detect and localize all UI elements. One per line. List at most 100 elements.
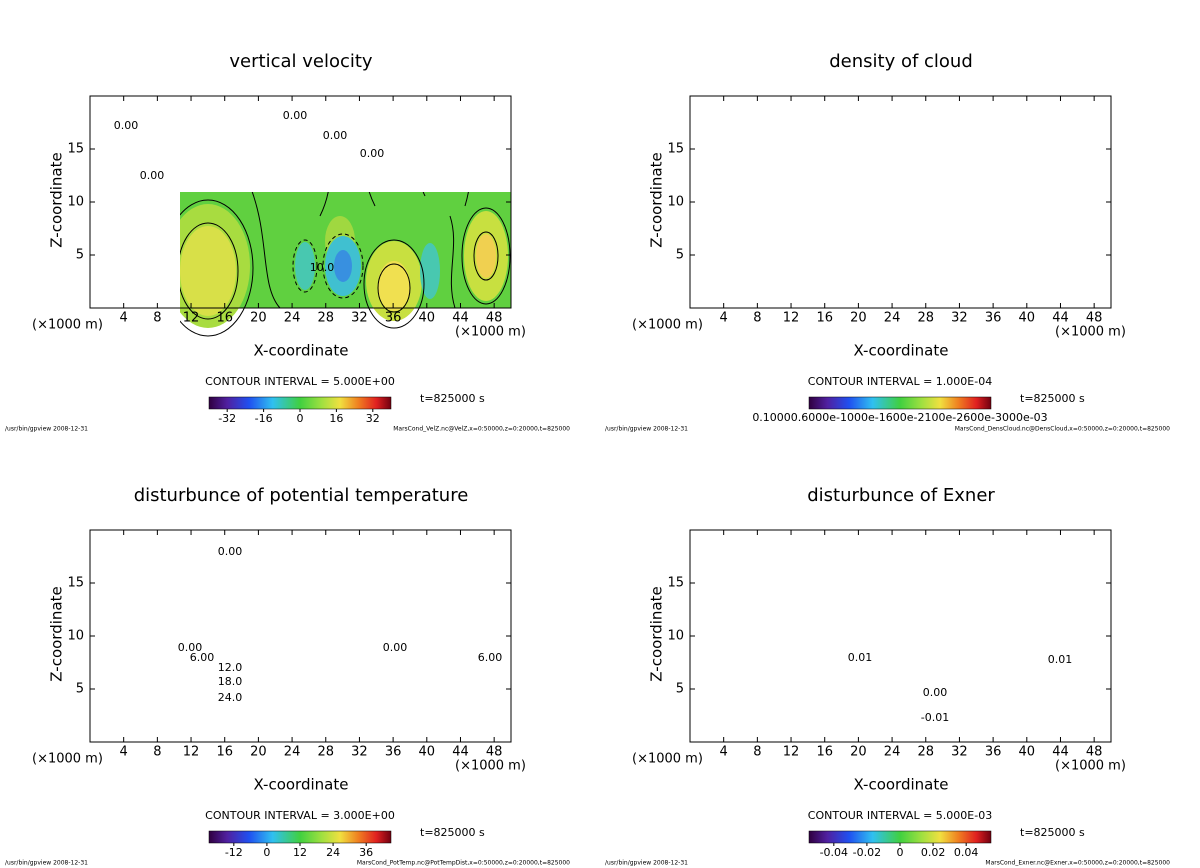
x-tick-label: 44 <box>452 745 469 760</box>
contour-label: 0.01 <box>848 651 873 664</box>
field <box>360 545 480 575</box>
y-axis-title: Z-coordinate <box>648 586 666 681</box>
y-tick-label: 10 <box>67 629 84 644</box>
x-tick-label: 32 <box>351 745 368 760</box>
x-tick-label: 8 <box>153 745 161 760</box>
x-tick-label: 8 <box>153 311 161 326</box>
field <box>870 168 930 188</box>
contour <box>319 192 329 217</box>
chart-title: disturbunce of potential temperature <box>134 485 469 506</box>
x-tick-label: 40 <box>419 745 436 760</box>
y-axis-title: Z-coordinate <box>48 586 66 681</box>
field <box>690 530 1111 742</box>
contour-interval: CONTOUR INTERVAL = 3.000E+00 <box>205 809 395 822</box>
field <box>135 226 163 286</box>
colorbar <box>808 830 992 844</box>
contour-label: 0.00 <box>360 147 385 160</box>
y-tick-label: 15 <box>67 576 84 591</box>
field <box>110 600 270 640</box>
contour <box>230 96 260 176</box>
field <box>334 250 352 282</box>
field-group <box>133 96 511 337</box>
footer-right: MarsCond_Exner.nc@Exner,x=0:50000,z=0:20… <box>985 860 1170 867</box>
contour <box>464 192 469 207</box>
contour-label: 0.00 <box>178 641 203 654</box>
contour <box>90 659 511 663</box>
field <box>476 234 496 278</box>
contour <box>473 231 499 281</box>
colorbar-tick-label: -0.04 <box>820 846 848 859</box>
chart-title: disturbunce of Exner <box>807 485 995 506</box>
x-tick-label: 40 <box>1019 311 1036 326</box>
contour <box>90 644 511 648</box>
y-tick-label: 10 <box>667 195 684 210</box>
field <box>180 226 236 316</box>
contour-label: 6.00 <box>190 651 215 664</box>
contour <box>110 621 131 635</box>
colorbar <box>208 830 392 844</box>
colorbar-tick-label: -12 <box>225 846 243 859</box>
contour <box>180 222 239 320</box>
contour <box>180 199 254 337</box>
contour-label: 10.0 <box>310 261 335 274</box>
contour <box>363 239 425 329</box>
contour <box>110 595 490 603</box>
x-unit: (×1000 m) <box>32 318 103 333</box>
contour-label: -0.01 <box>921 711 949 724</box>
contour-interval: CONTOUR INTERVAL = 5.000E+00 <box>205 375 395 388</box>
contour <box>133 227 165 291</box>
contour-label: 24.0 <box>218 691 243 704</box>
y-tick-label: 10 <box>667 629 684 644</box>
x-tick-label: 48 <box>486 745 503 760</box>
x-tick-label: 48 <box>1086 745 1103 760</box>
x-tick-label: 36 <box>385 311 402 326</box>
contour <box>909 612 1111 658</box>
y-axis-title: Z-coordinate <box>648 152 666 247</box>
colorbar <box>808 396 992 410</box>
contour <box>90 684 511 688</box>
footer-left: /usr/bin/gpview 2008-12-31 <box>605 426 688 433</box>
contour <box>690 718 1111 720</box>
contour <box>90 691 511 695</box>
footer-right: MarsCond_PotTemp.nc@PotTempDist,x=0:5000… <box>357 860 570 867</box>
x-tick-label: 24 <box>884 745 901 760</box>
x-tick-label: 20 <box>850 745 867 760</box>
colorbar-tick-label: 0 <box>297 412 304 425</box>
contour-label: 0.01 <box>1048 653 1073 666</box>
contour <box>368 192 376 207</box>
x-tick-label: 44 <box>1052 311 1069 326</box>
x-tick-label: 44 <box>452 311 469 326</box>
x-unit: (×1000 m) <box>32 752 103 767</box>
field-group <box>690 530 1111 742</box>
field <box>750 148 960 196</box>
x-axis-title: X-coordinate <box>854 776 949 794</box>
x-tick-label: 28 <box>917 311 934 326</box>
x-tick-label: 20 <box>850 311 867 326</box>
field <box>378 261 410 311</box>
contour-label: 0.00 <box>114 119 139 132</box>
contour <box>315 630 326 663</box>
contour <box>90 651 511 655</box>
x-tick-label: 24 <box>284 311 301 326</box>
field <box>141 245 157 277</box>
time-label: t=825000 s <box>1020 826 1085 839</box>
field-group <box>690 96 1111 308</box>
footer-left: /usr/bin/gpview 2008-12-31 <box>5 860 88 867</box>
x-tick-label: 12 <box>183 311 200 326</box>
plot-frame <box>689 95 1112 309</box>
y-tick-label: 5 <box>76 248 84 263</box>
x-tick-label: 48 <box>1086 311 1103 326</box>
colorbar-tick-label: 0 <box>897 846 904 859</box>
colorbar-tick-label: 16 <box>329 412 343 425</box>
field <box>295 242 315 290</box>
x-tick-label: 28 <box>317 745 334 760</box>
contour <box>690 728 1111 730</box>
contour-label: 0.00 <box>140 169 165 182</box>
x-tick-label: 32 <box>951 311 968 326</box>
contour <box>90 667 511 671</box>
plot-frame <box>89 529 512 743</box>
footer-left: /usr/bin/gpview 2008-12-31 <box>605 860 688 867</box>
colorbar-tick-label: 0.04 <box>954 846 979 859</box>
